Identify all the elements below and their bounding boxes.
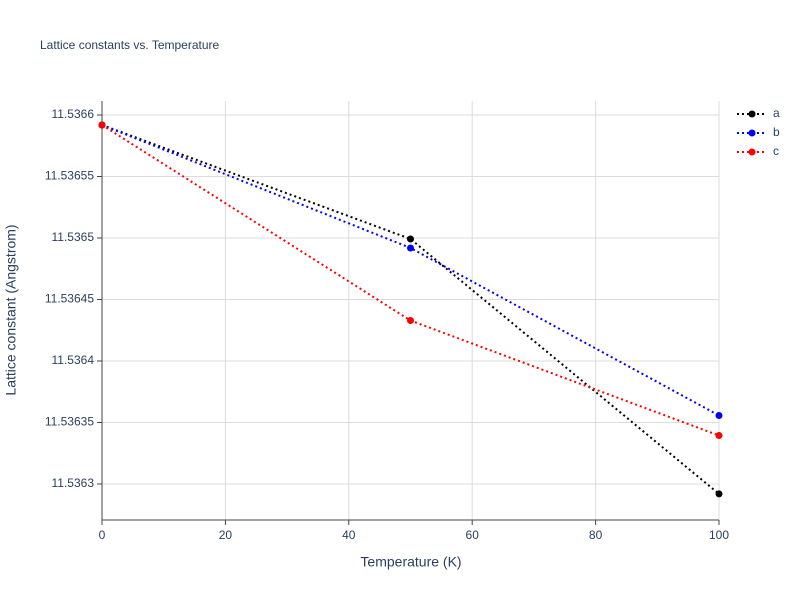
point bbox=[407, 235, 414, 243]
x-tick-label: 60 bbox=[466, 528, 480, 542]
point bbox=[407, 317, 414, 325]
point bbox=[715, 432, 723, 440]
y-tick-label: 11.5366 bbox=[52, 107, 95, 121]
legend-label: c bbox=[773, 144, 779, 158]
legend-label: b bbox=[773, 125, 780, 139]
legend-marker bbox=[748, 110, 756, 118]
x-tick-label: 0 bbox=[99, 528, 106, 542]
point bbox=[98, 121, 106, 129]
x-tick-label: 100 bbox=[709, 528, 729, 542]
legend-label: a bbox=[773, 106, 780, 120]
y-tick-label: 11.5365 bbox=[52, 230, 95, 244]
y-tick-label: 11.53635 bbox=[45, 415, 94, 429]
x-tick-label: 40 bbox=[342, 528, 356, 542]
y-axis-title: Lattice constant (Angstrom) bbox=[3, 224, 19, 395]
y-tick-label: 11.53645 bbox=[45, 292, 94, 306]
y-tick-label: 11.5364 bbox=[52, 353, 95, 367]
series-line bbox=[101, 124, 720, 437]
point bbox=[407, 244, 414, 252]
series-line bbox=[101, 124, 720, 417]
point bbox=[715, 411, 723, 419]
point bbox=[715, 490, 723, 498]
series-line bbox=[101, 124, 720, 495]
legend-marker bbox=[748, 129, 756, 137]
chart-title: Lattice constants vs. Temperature bbox=[40, 38, 220, 52]
y-tick-label: 11.5363 bbox=[52, 476, 95, 490]
x-tick-label: 20 bbox=[219, 528, 233, 542]
x-axis-title: Temperature (K) bbox=[360, 554, 461, 570]
legend-marker bbox=[748, 148, 756, 156]
x-tick-label: 80 bbox=[589, 528, 603, 542]
y-tick-label: 11.53655 bbox=[45, 169, 94, 183]
